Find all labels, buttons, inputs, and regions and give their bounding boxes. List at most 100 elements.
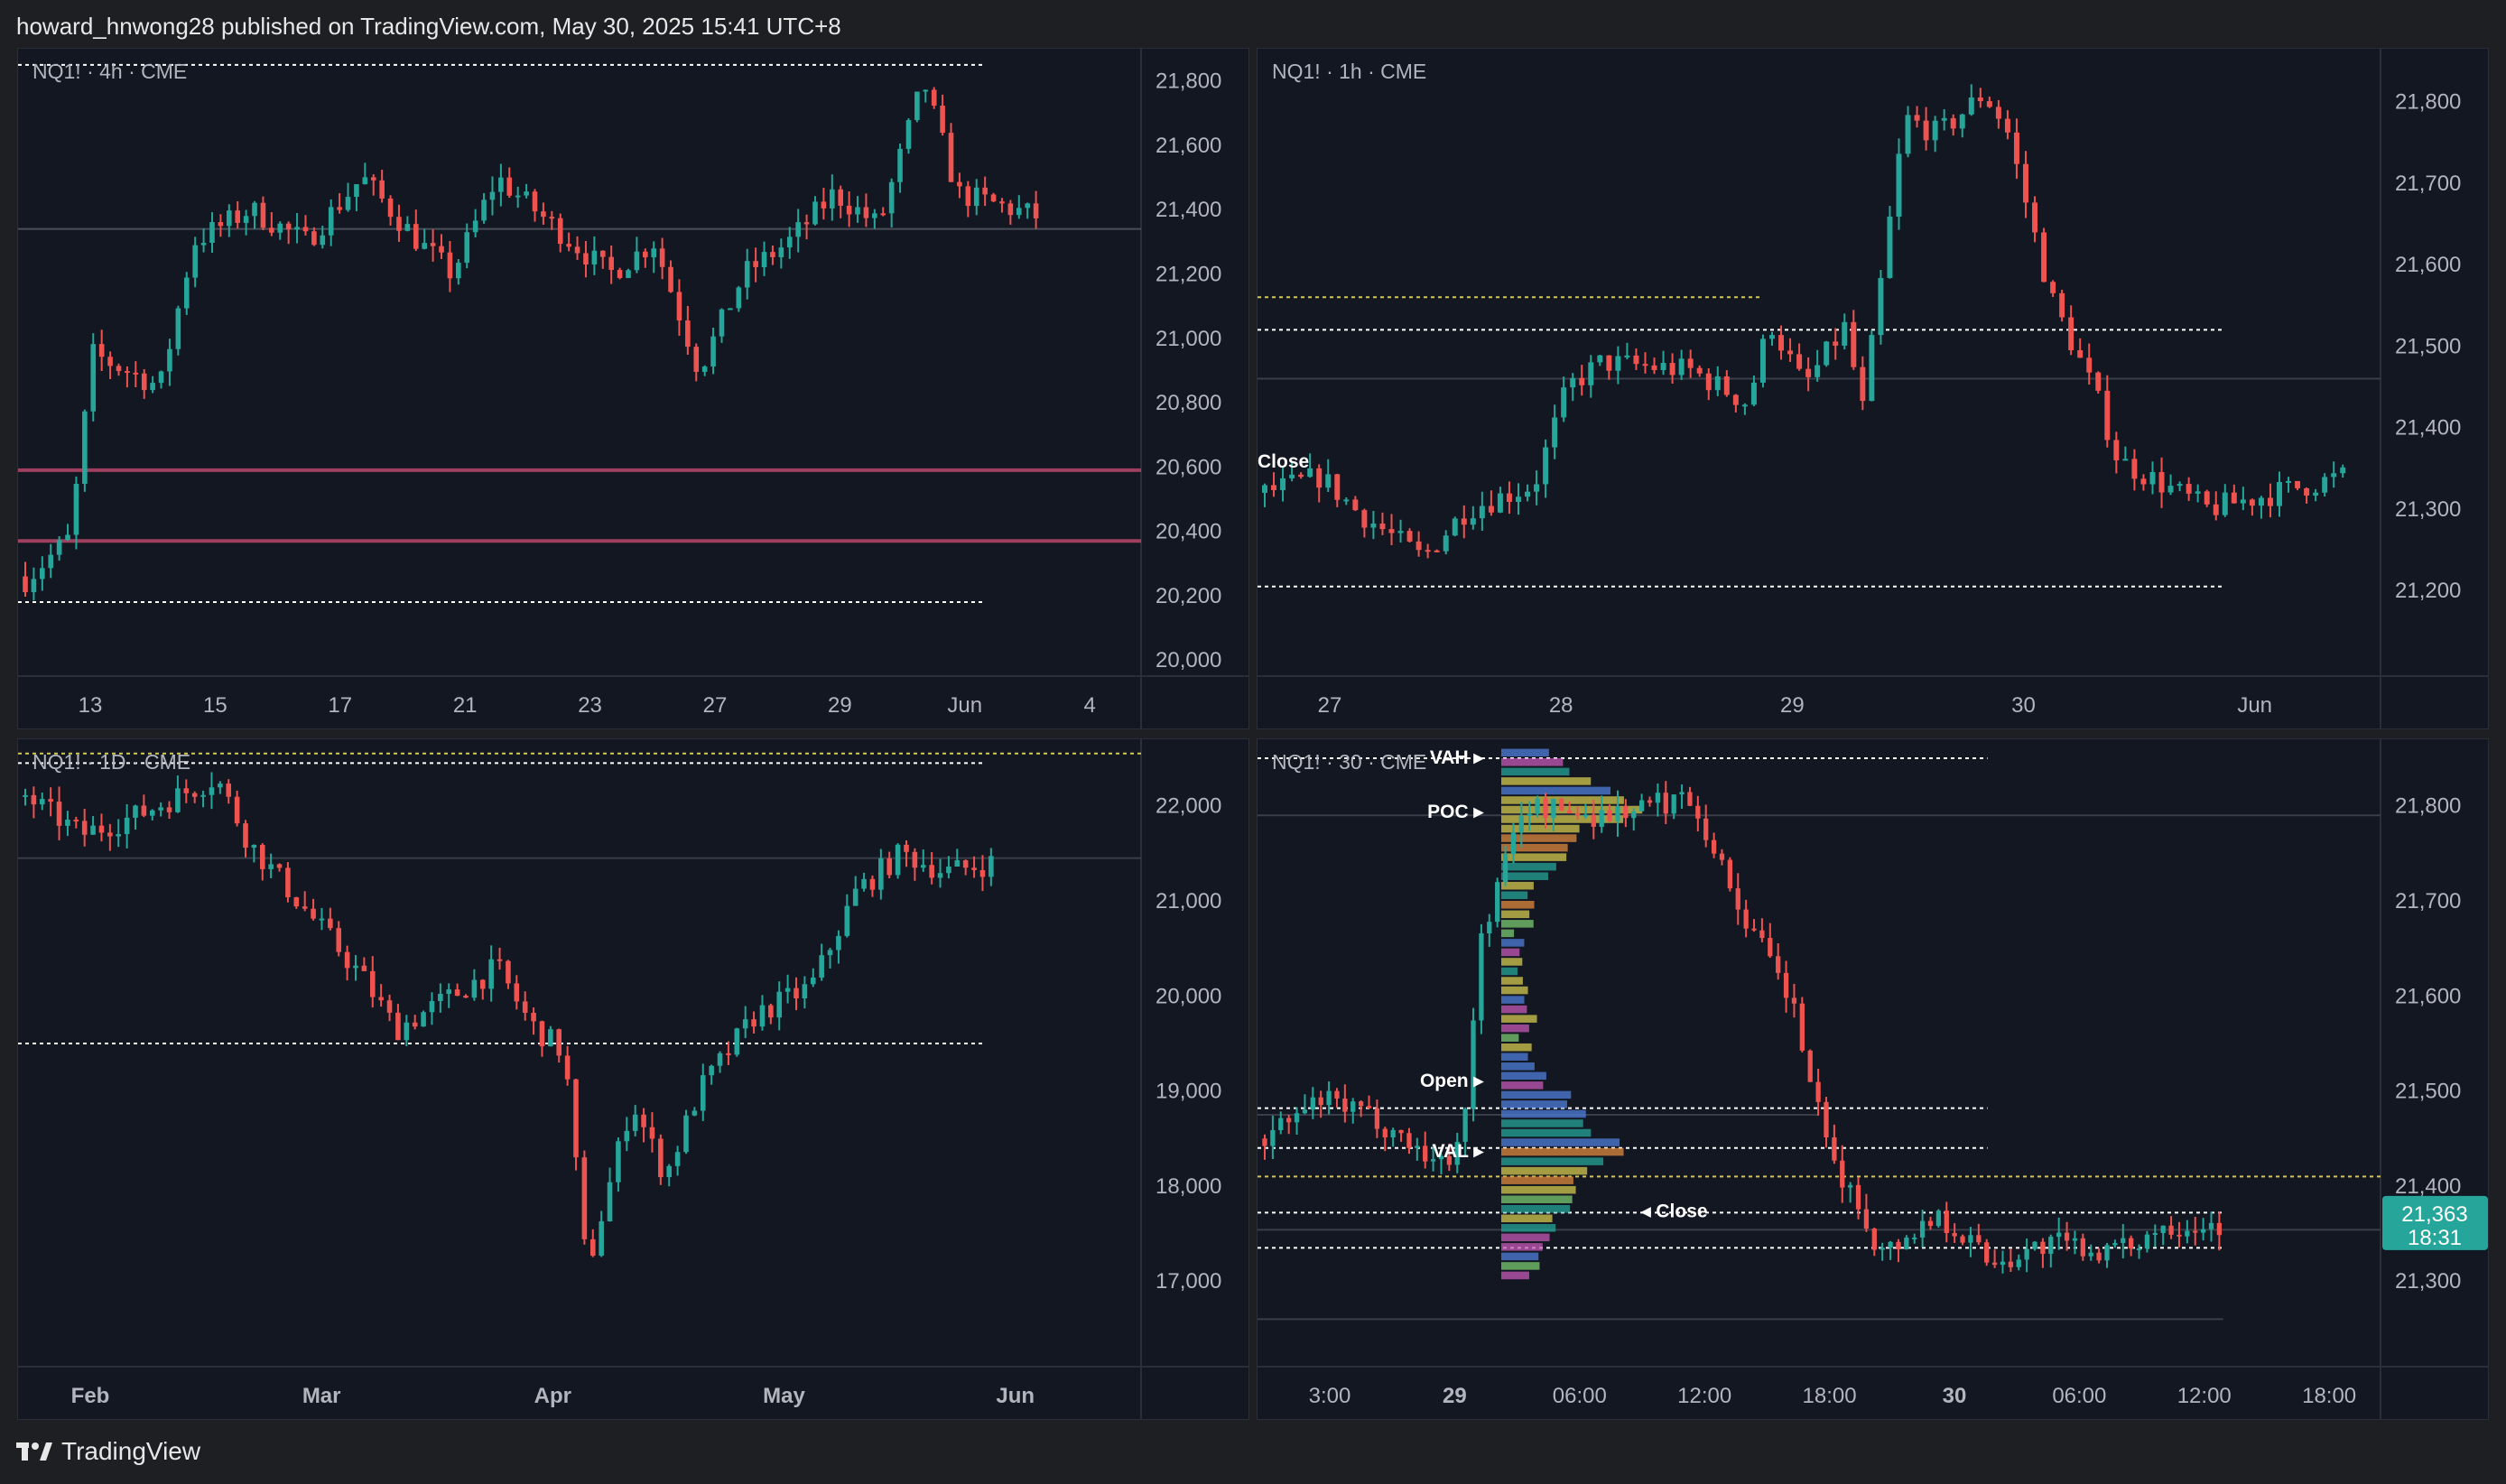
volume-profile-bar — [1501, 1204, 1571, 1213]
candle-body — [1289, 474, 1295, 478]
symbol-label: NQ1! · 1D · CME — [32, 750, 191, 774]
candle-body — [328, 207, 334, 236]
candle-body — [48, 799, 53, 802]
candle-body — [1525, 491, 1531, 497]
candle-body — [175, 308, 181, 349]
candle-body — [1574, 812, 1581, 815]
candle-body — [422, 243, 427, 249]
candle-body — [150, 383, 155, 391]
candle-body — [320, 235, 326, 246]
volume-profile-bar — [1501, 1166, 1588, 1175]
candle-body — [1567, 810, 1573, 813]
candle-body — [1334, 1090, 1340, 1099]
candle-body — [1714, 376, 1721, 391]
candle-body — [2258, 497, 2264, 506]
candle-body — [454, 989, 460, 997]
price-tick-label: 21,700 — [2395, 172, 2461, 196]
chart-panel-1h[interactable]: 21,200 21,300 21,400 21,500 21,600 21,700 21,8… — [1257, 48, 2489, 729]
candle-body — [2208, 1222, 2214, 1229]
candle-body — [2113, 440, 2120, 460]
candle-body — [2000, 1261, 2006, 1266]
chart-canvas[interactable]: 20,000 20,200 20,400 20,600 20,800 21,000 21,2… — [18, 49, 1249, 729]
time-tick-label: Jun — [2237, 693, 2272, 718]
candle-body — [855, 207, 860, 215]
candle-body — [2068, 317, 2074, 350]
candle-body — [2277, 482, 2282, 506]
candle-body — [643, 251, 648, 258]
candle-body — [744, 261, 750, 288]
footer-brand[interactable]: TradingView — [16, 1437, 200, 1466]
time-tick-label: 17 — [328, 693, 352, 718]
candle-body — [1743, 909, 1749, 929]
candle-body — [973, 187, 979, 207]
candle-body — [591, 250, 598, 265]
candle-body — [1944, 1210, 1949, 1233]
chart-panel-1d[interactable]: 17,000 18,000 19,000 20,000 21,000 22,000 Feb M… — [17, 738, 1249, 1420]
chart-canvas[interactable]: 21,200 21,300 21,400 21,500 21,600 21,700 21,8… — [1258, 49, 2489, 729]
candle-body — [778, 247, 784, 257]
candle-body — [1415, 1145, 1420, 1148]
candle-body — [607, 1182, 613, 1221]
time-tick-label: 28 — [1549, 693, 1573, 718]
price-tick-label: 20,000 — [1156, 984, 1221, 1008]
symbol-label: NQ1! · 30 · CME — [1272, 750, 1427, 774]
candle-body — [191, 793, 198, 797]
candle-body — [1579, 377, 1585, 385]
candle-body — [1516, 496, 1521, 503]
candle-body — [65, 534, 70, 541]
candle-body — [608, 256, 614, 271]
candle-body — [1805, 368, 1812, 377]
time-tick-label: 21 — [453, 693, 478, 718]
candle-body — [897, 148, 903, 182]
candle-body — [2167, 486, 2174, 493]
candle-body — [1976, 1235, 1982, 1243]
candle-body — [167, 348, 172, 372]
candle-body — [2216, 1222, 2223, 1236]
candle-body — [532, 191, 538, 212]
candle-body — [1487, 922, 1492, 934]
price-tick-label: 21,600 — [2395, 253, 2461, 277]
volume-profile-bar — [1501, 1138, 1620, 1146]
candle-body — [337, 207, 342, 210]
candle-body — [1687, 792, 1693, 806]
chart-panel-4h[interactable]: 20,000 20,200 20,400 20,600 20,800 21,000 21,2… — [17, 48, 1249, 729]
candle-body — [2077, 349, 2084, 358]
candle-body — [1840, 1160, 1845, 1188]
time-tick-label: 29 — [828, 693, 852, 718]
price-tick-label: 21,800 — [2395, 90, 2461, 115]
chart-canvas[interactable]: 17,000 18,000 19,000 20,000 21,000 22,000 Feb M… — [18, 739, 1249, 1420]
candle-body — [795, 222, 801, 237]
candle-body — [651, 248, 657, 258]
candle-body — [404, 1022, 410, 1041]
candle-body — [446, 989, 452, 995]
volume-profile-bar — [1501, 1005, 1527, 1014]
candle-body — [1343, 499, 1350, 502]
candle-body — [31, 794, 37, 805]
footer-brand-label: TradingView — [61, 1437, 201, 1465]
candle-body — [632, 1114, 638, 1131]
candle-body — [1294, 1113, 1300, 1123]
candle-body — [1741, 404, 1748, 407]
volume-profile-bar — [1501, 1090, 1572, 1099]
candle-body — [1863, 1209, 1870, 1229]
candle-body — [1310, 1097, 1315, 1110]
candle-body — [742, 1019, 748, 1029]
volume-profile-bar — [1501, 1081, 1544, 1090]
price-tick-label: 17,000 — [1156, 1269, 1221, 1294]
candle-body — [2295, 480, 2301, 488]
candle-body — [1759, 339, 1766, 383]
candle-body — [269, 227, 274, 233]
candle-body — [753, 261, 758, 267]
candle-body — [65, 820, 70, 826]
candle-body — [1350, 1101, 1356, 1112]
price-tick-label: 21,300 — [2395, 1269, 2461, 1294]
candle-body — [1880, 1247, 1885, 1250]
volume-profile-bar — [1501, 1100, 1567, 1108]
candle-body — [872, 213, 877, 218]
candle-body — [218, 222, 224, 227]
volume-profile-bar — [1501, 1053, 1528, 1062]
chart-canvas[interactable]: 21,300 21,400 21,500 21,600 21,700 21,800 3:00… — [1258, 739, 2489, 1420]
chart-panel-30m[interactable]: 21,300 21,400 21,500 21,600 21,700 21,800 3:00… — [1257, 738, 2489, 1420]
time-tick-label: 13 — [79, 693, 103, 718]
candle-body — [1588, 362, 1594, 385]
